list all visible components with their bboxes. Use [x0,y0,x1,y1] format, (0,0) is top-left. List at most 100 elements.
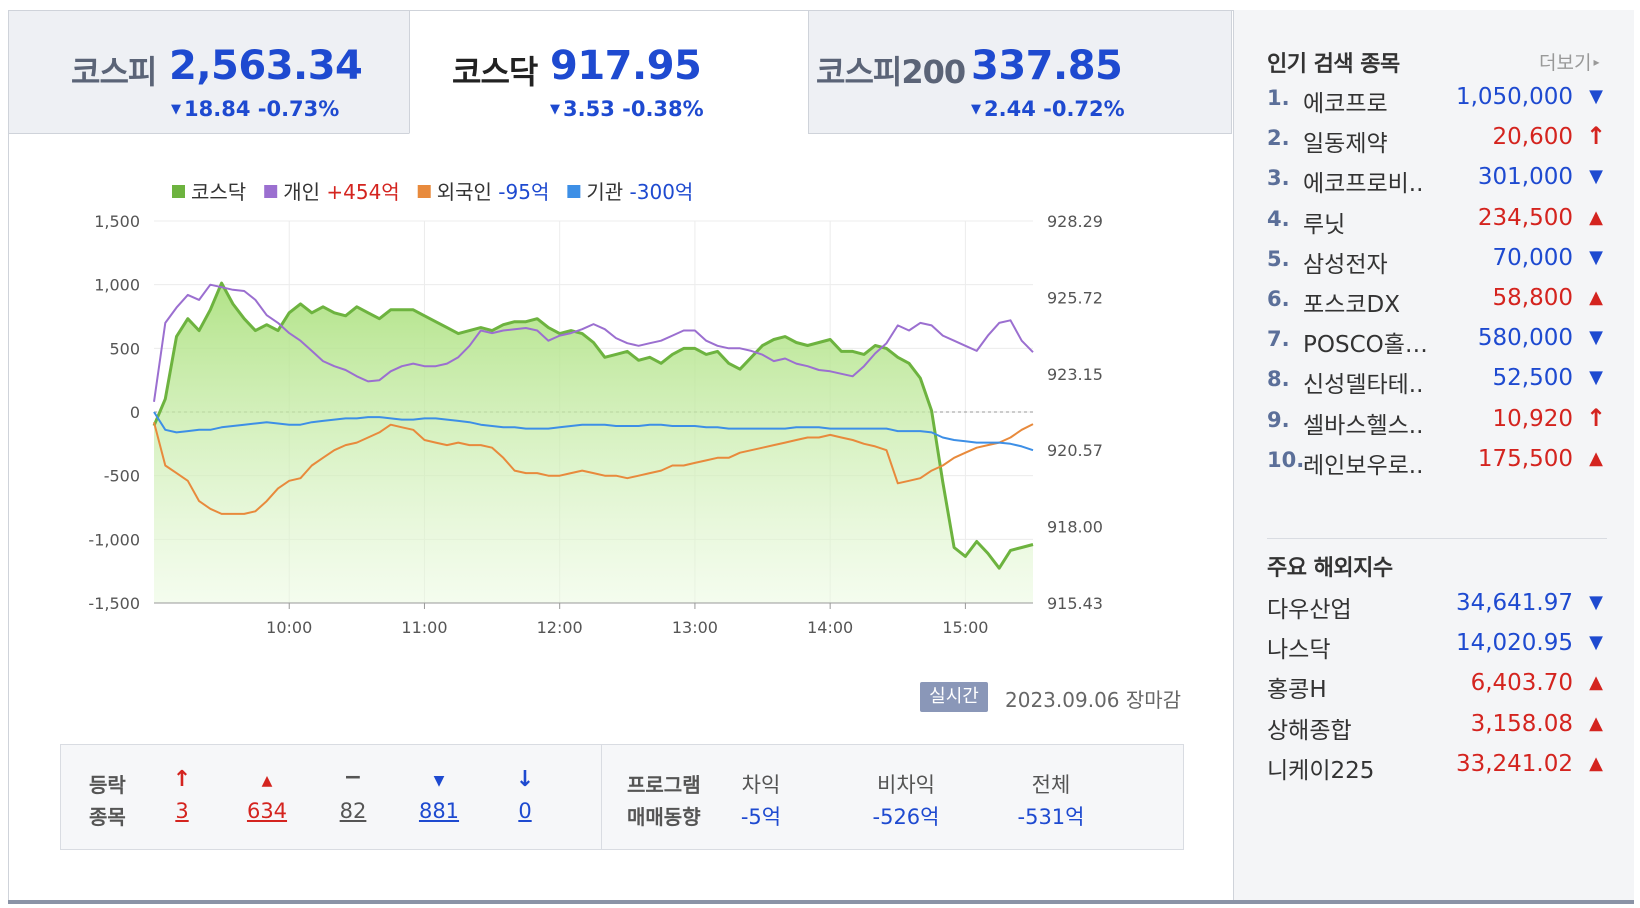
overseas-index-title: 주요 해외지수 [1267,556,1393,581]
y-right-tick-label: 918.00 [1047,518,1103,537]
limit-down-count[interactable]: 0 [518,799,532,823]
tab-kospi200[interactable]: 코스피200 337.85 ▼ 2.44 -0.72% [808,10,1232,134]
stock-name[interactable]: 셀바스헬스.. [1303,412,1424,439]
down-triangle-icon: ▼ [1589,592,1603,613]
non-arbitrage-header: 비차익 [877,773,935,797]
overseas-index-row[interactable]: 다우산업 34,641.97 ▼ [1267,586,1607,626]
declining-count[interactable]: 881 [418,799,460,823]
popular-stock-row[interactable]: 5. 삼성전자 70,000 ▼ [1267,241,1607,281]
series-line-1 [153,283,1034,402]
program-total-header: 전체 [1031,773,1071,797]
stock-name[interactable]: 일동제약 [1303,131,1388,158]
rank-number: 1. [1267,86,1290,110]
popular-stock-row[interactable]: 10. 레인보우로.. 175,500 ▲ [1267,442,1607,482]
popular-stock-row[interactable]: 6. 포스코DX 58,800 ▲ [1267,281,1607,321]
rank-number: 3. [1267,166,1290,191]
popular-stock-row[interactable]: 7. POSCO홀… 580,000 ▼ [1267,321,1607,361]
x-tick-label: 10:00 [266,618,312,637]
tab-index-change: ▼ 3.53 -0.38% [550,97,704,121]
overseas-index-row[interactable]: 니케이225 33,241.02 ▲ [1267,747,1607,787]
up-triangle-icon: ▲ [1589,712,1603,734]
x-tick-label: 11:00 [401,618,447,637]
up-triangle-icon: ▲ [1589,447,1603,469]
non-arbitrage-value: -526억 [872,805,940,829]
popular-stock-row[interactable]: 4. 루닛 234,500 ▲ [1267,201,1607,241]
program-label: 매매동향 [627,805,701,829]
arbitrage-header: 차익 [741,773,781,797]
arbitrage-value: -5억 [740,805,782,829]
stock-name[interactable]: 신성델타테.. [1303,372,1424,399]
rank-number: 4. [1267,206,1290,231]
down-triangle-icon: ▼ [1589,86,1603,107]
y-left-tick-label: -1,500 [88,594,140,613]
tab-index-change: ▼ 2.44 -0.72% [971,97,1125,121]
stock-name[interactable]: 레인보우로.. [1303,452,1424,479]
stock-name[interactable]: POSCO홀… [1303,332,1428,359]
legend-swatch [417,185,431,198]
stock-name[interactable]: 에코프로 [1303,91,1388,117]
popular-stock-row[interactable]: 8. 신성델타테.. 52,500 ▼ [1267,361,1607,401]
stock-price: 175,500 [1477,445,1573,472]
tab-kosdaq[interactable]: 코스닥 917.95 ▼ 3.53 -0.38% [409,10,809,134]
series-line-3 [153,411,1034,452]
y-left-tick-label: -500 [104,467,140,486]
stock-name[interactable]: 포스코DX [1303,292,1400,318]
y-left-tick-label: -1,000 [88,530,140,549]
down-triangle-icon: ▼ [1589,246,1603,268]
market-stats-box: 등락 종목 ↑ 3 ▲ 634 − 82 ▼ 881 ↓ 0 프로그램 매매동향… [60,744,1184,850]
legend-swatch [567,185,581,198]
index-name: 상해종합 [1267,717,1352,744]
breadth-label: 등락 [89,773,126,797]
popular-stock-row[interactable]: 1. 에코프로 1,050,000 ▼ [1267,80,1607,120]
more-link[interactable]: 더보기 ▸ [1539,52,1600,74]
stock-name[interactable]: 삼성전자 [1303,251,1388,278]
legend-label: 코스닥 [191,180,246,204]
limit-up-count[interactable]: 3 [175,799,189,823]
rank-number: 6. [1267,287,1290,311]
tab-name: 코스피200 [816,53,966,91]
popular-search-title: 인기 검색 종목 [1267,52,1400,77]
bottom-border [8,900,1634,904]
stock-name[interactable]: 루닛 [1303,211,1346,238]
stock-price: 301,000 [1477,164,1573,191]
y-left-tick-label: 0 [130,403,140,422]
right-panel: 인기 검색 종목 더보기 ▸ 1. 에코프로 1,050,000 ▼ 2. 일동제약 20,6… [1233,10,1634,900]
tab-index-value: 337.85 [971,43,1123,89]
overseas-index-row[interactable]: 홍콩H 6,403.70 ▲ [1267,666,1607,706]
overseas-index-row[interactable]: 나스닥 14,020.95 ▼ [1267,626,1607,666]
y-left-tick-label: 500 [109,339,140,358]
rank-number: 5. [1267,246,1290,271]
x-tick-label: 12:00 [537,618,583,637]
popular-stock-row[interactable]: 3. 에코프로비.. 301,000 ▼ [1267,160,1607,200]
down-triangle-icon: ▼ [550,102,560,117]
down-triangle-icon: ▼ [1589,367,1603,389]
realtime-badge: 실시간 [920,682,988,712]
limit-up-arrow-icon: ↑ [1585,403,1607,432]
index-value: 14,020.95 [1455,630,1573,657]
stats-divider [601,745,602,849]
overseas-index-row[interactable]: 상해종합 3,158.08 ▲ [1267,707,1607,747]
x-tick-label: 13:00 [672,618,718,637]
legend-label: 외국인 -95억 [437,180,550,204]
tab-index-value: 917.95 [550,43,702,89]
popular-stock-row[interactable]: 9. 셀바스헬스.. 10,920 ↑ [1267,402,1607,442]
tab-index-value: 2,563.34 [169,43,363,89]
tab-kospi[interactable]: 코스피 2,563.34 ▼ 18.84 -0.73% [8,10,410,134]
popular-stock-row[interactable]: 2. 일동제약 20,600 ↑ [1267,120,1607,160]
x-tick-label: 15:00 [942,618,988,637]
y-right-tick-label: 920.57 [1047,441,1103,460]
stock-name[interactable]: 에코프로비.. [1303,171,1424,198]
down-triangle-icon: ▼ [433,773,445,789]
series-line-0 [152,281,1034,570]
panel-divider [1267,538,1607,539]
legend-label: 기관 -300억 [586,180,693,204]
advancing-count[interactable]: 634 [246,799,288,823]
y-right-tick-label: 925.72 [1047,288,1103,307]
kosdaq-area-fill [154,283,1033,603]
breadth-label: 종목 [89,805,126,829]
legend-label: 개인 +454억 [283,180,400,204]
tab-name: 코스닥 [452,53,538,91]
unchanged-count[interactable]: 82 [339,799,367,823]
program-label: 프로그램 [627,773,701,797]
stock-price: 58,800 [1492,285,1573,311]
